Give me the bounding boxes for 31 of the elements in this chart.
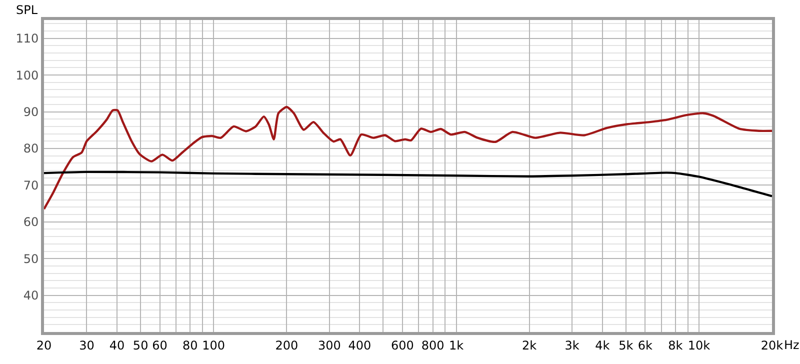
x-tick-label: 600 bbox=[390, 338, 414, 352]
y-tick-label: 50 bbox=[23, 252, 39, 266]
x-tick-label: 20 bbox=[36, 338, 52, 352]
y-tick-label: 40 bbox=[23, 288, 39, 302]
y-tick-label: 80 bbox=[23, 142, 39, 156]
x-axis-title: Hz bbox=[784, 338, 800, 352]
x-tick-label: 2k bbox=[522, 338, 537, 352]
x-tick-label: 200 bbox=[275, 338, 298, 352]
x-tick-label: 40 bbox=[109, 338, 125, 352]
x-tick-label: 6k bbox=[638, 338, 652, 352]
y-tick-label: 90 bbox=[23, 104, 39, 119]
y-tick-label: 70 bbox=[23, 178, 39, 192]
y-tick-label: 110 bbox=[16, 32, 39, 46]
x-tick-label: 10k bbox=[688, 338, 710, 352]
x-tick-label: 5k bbox=[618, 338, 634, 352]
x-tick-label: 30 bbox=[79, 338, 94, 352]
x-tick-label: 50 bbox=[132, 338, 148, 352]
x-tick-label: 300 bbox=[318, 338, 341, 352]
x-tick-label: 80 bbox=[182, 338, 198, 352]
x-tick-label: 1k bbox=[448, 338, 464, 352]
x-tick-label: 8k bbox=[668, 338, 683, 352]
x-tick-label: 100 bbox=[202, 338, 226, 352]
y-tick-label: 60 bbox=[23, 215, 39, 230]
x-tick-label: 20k bbox=[760, 338, 784, 352]
x-tick-label: 4k bbox=[595, 338, 610, 352]
x-tick-label: 3k bbox=[564, 338, 580, 352]
y-tick-label: 100 bbox=[16, 68, 39, 82]
x-tick-label: 60 bbox=[152, 338, 168, 352]
x-tick-label: 800 bbox=[421, 338, 444, 352]
y-axis-title: SPL bbox=[16, 3, 38, 17]
x-tick-label: 400 bbox=[348, 338, 372, 352]
